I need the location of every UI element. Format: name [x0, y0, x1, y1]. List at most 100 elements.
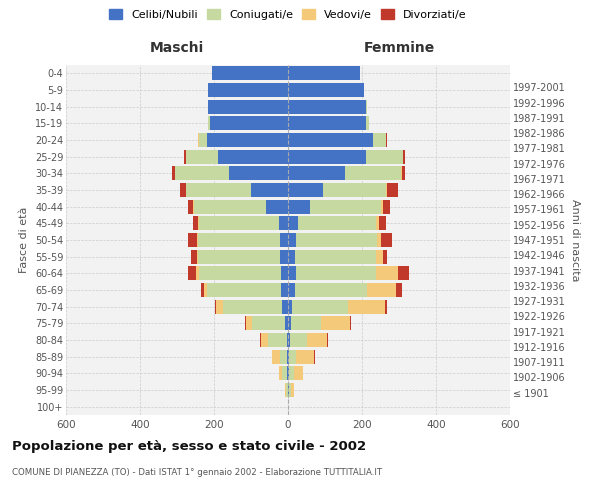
Bar: [196, 266, 199, 280]
Bar: [218, 150, 288, 164]
Bar: [293, 366, 303, 380]
Bar: [185, 183, 186, 197]
Bar: [288, 150, 366, 164]
Bar: [377, 233, 381, 247]
Y-axis label: Anni di nascita: Anni di nascita: [569, 198, 580, 281]
Bar: [288, 66, 360, 80]
Bar: [229, 166, 288, 180]
Bar: [403, 150, 404, 164]
Bar: [376, 266, 398, 280]
Bar: [290, 333, 307, 347]
Bar: [288, 83, 364, 97]
Bar: [292, 300, 348, 314]
Bar: [188, 233, 197, 247]
Bar: [251, 183, 288, 197]
Bar: [245, 316, 246, 330]
Bar: [288, 366, 289, 380]
Bar: [288, 216, 298, 230]
Bar: [186, 150, 218, 164]
Bar: [206, 283, 281, 297]
Bar: [366, 100, 367, 114]
Bar: [288, 316, 291, 330]
Bar: [288, 166, 346, 180]
Bar: [184, 150, 185, 164]
Bar: [193, 216, 199, 230]
Bar: [289, 366, 293, 380]
Bar: [272, 350, 280, 364]
Text: Maschi: Maschi: [150, 41, 204, 55]
Bar: [386, 133, 387, 147]
Bar: [385, 300, 387, 314]
Bar: [285, 383, 286, 397]
Bar: [381, 233, 392, 247]
Bar: [296, 350, 314, 364]
Bar: [208, 116, 210, 130]
Bar: [288, 266, 296, 280]
Bar: [398, 266, 409, 280]
Bar: [383, 250, 387, 264]
Bar: [212, 66, 288, 80]
Bar: [193, 200, 194, 214]
Bar: [216, 300, 223, 314]
Bar: [199, 266, 281, 280]
Bar: [279, 366, 283, 380]
Bar: [208, 83, 288, 97]
Bar: [215, 300, 216, 314]
Bar: [381, 200, 383, 214]
Bar: [197, 250, 199, 264]
Bar: [200, 283, 203, 297]
Bar: [298, 216, 376, 230]
Bar: [252, 316, 285, 330]
Bar: [288, 183, 323, 197]
Bar: [287, 366, 288, 380]
Bar: [191, 250, 197, 264]
Bar: [197, 233, 199, 247]
Bar: [397, 283, 402, 297]
Bar: [172, 166, 175, 180]
Bar: [290, 383, 293, 397]
Bar: [186, 183, 251, 197]
Bar: [314, 350, 315, 364]
Bar: [175, 166, 229, 180]
Bar: [348, 300, 385, 314]
Text: COMUNE DI PIANEZZA (TO) - Dati ISTAT 1° gennaio 2002 - Elaborazione TUTTITALIA.I: COMUNE DI PIANEZZA (TO) - Dati ISTAT 1° …: [12, 468, 382, 477]
Bar: [188, 266, 196, 280]
Bar: [307, 333, 327, 347]
Text: Popolazione per età, sesso e stato civile - 2002: Popolazione per età, sesso e stato civil…: [12, 440, 366, 453]
Bar: [350, 316, 351, 330]
Bar: [288, 100, 366, 114]
Bar: [386, 183, 387, 197]
Bar: [327, 333, 328, 347]
Bar: [285, 316, 288, 330]
Bar: [288, 283, 295, 297]
Bar: [286, 383, 287, 397]
Bar: [203, 283, 206, 297]
Bar: [288, 350, 289, 364]
Bar: [199, 133, 206, 147]
Bar: [383, 200, 390, 214]
Bar: [376, 250, 383, 264]
Bar: [208, 100, 288, 114]
Bar: [320, 316, 350, 330]
Bar: [280, 350, 287, 364]
Bar: [366, 150, 403, 164]
Bar: [206, 133, 288, 147]
Bar: [376, 216, 379, 230]
Bar: [295, 250, 376, 264]
Bar: [246, 316, 252, 330]
Bar: [279, 216, 288, 230]
Bar: [199, 216, 279, 230]
Bar: [323, 183, 386, 197]
Bar: [199, 233, 280, 247]
Bar: [268, 333, 287, 347]
Legend: Celibi/Nubili, Coniugati/e, Vedovi/e, Divorziati/e: Celibi/Nubili, Coniugati/e, Vedovi/e, Di…: [106, 6, 470, 23]
Bar: [260, 333, 268, 347]
Bar: [366, 116, 368, 130]
Text: Femmine: Femmine: [364, 41, 434, 55]
Bar: [295, 283, 367, 297]
Bar: [210, 116, 288, 130]
Bar: [387, 183, 398, 197]
Bar: [198, 133, 199, 147]
Bar: [223, 300, 283, 314]
Bar: [280, 233, 288, 247]
